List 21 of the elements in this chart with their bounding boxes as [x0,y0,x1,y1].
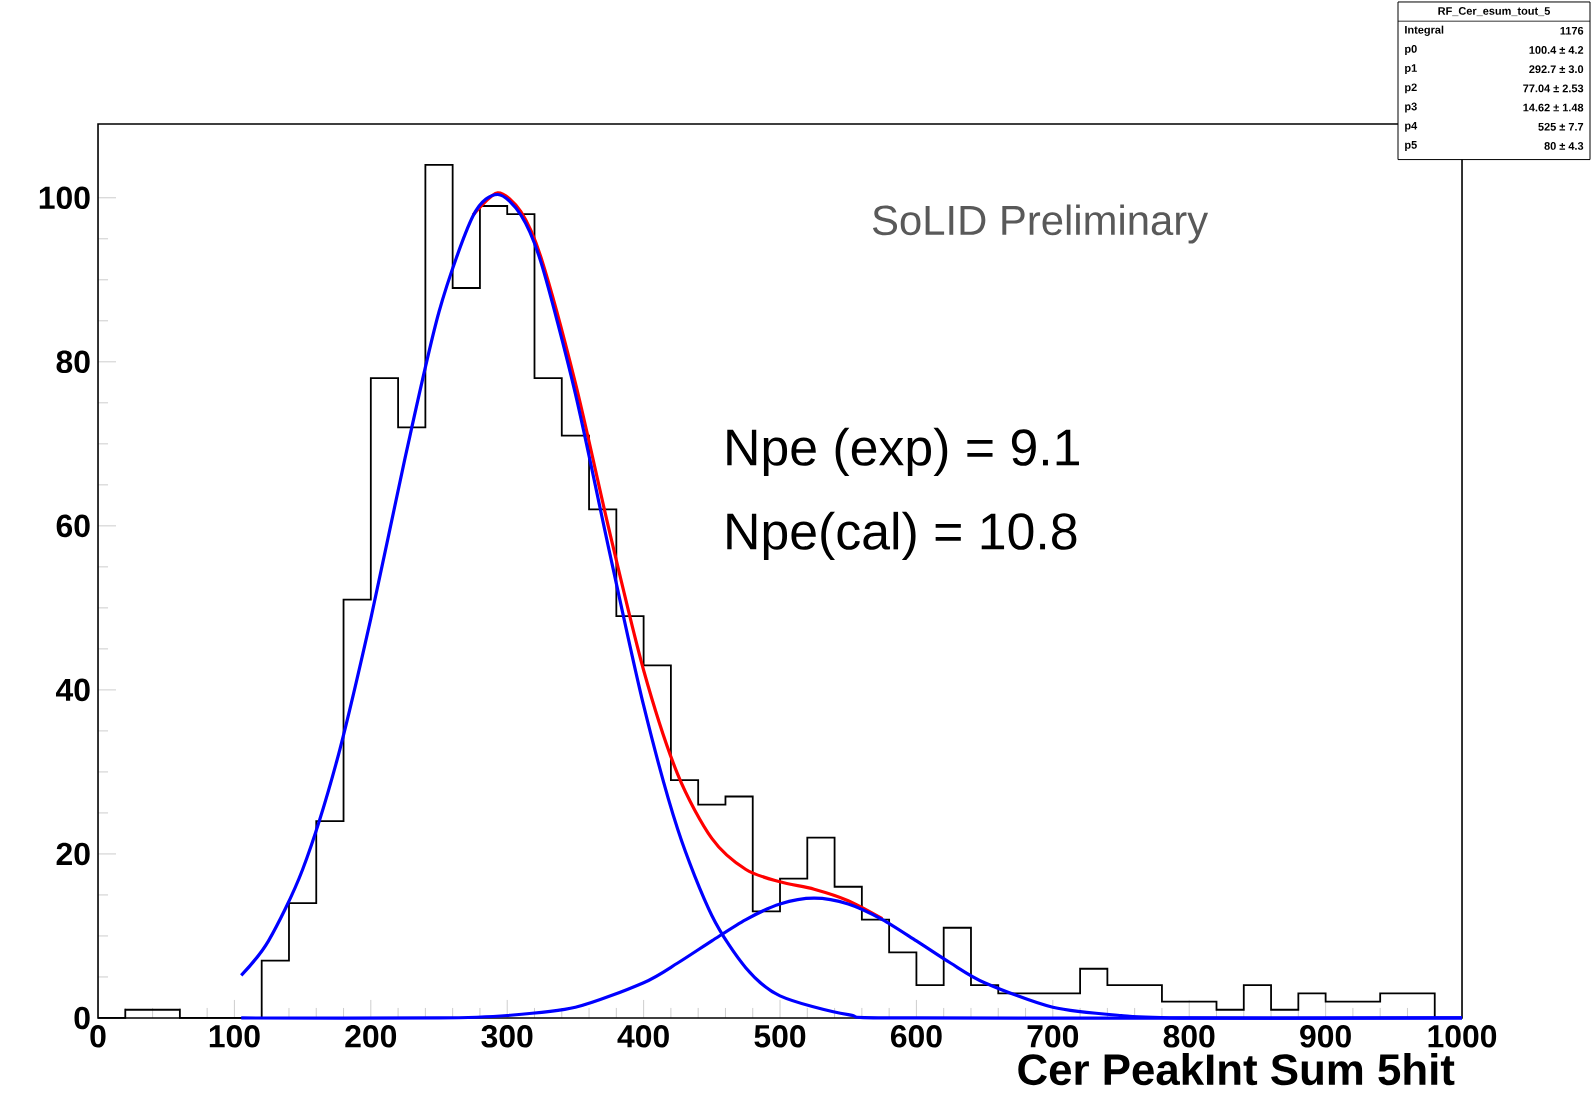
x-tick-label: 700 [1027,1025,1079,1048]
x-tick-label: 300 [481,1025,533,1048]
y-tick-label: 0 [74,1006,90,1030]
x-tick-label: 600 [890,1025,942,1048]
y-tick-label: 40 [55,678,90,702]
x-tick-label: 1000 [1428,1025,1497,1048]
x-tick-label: 800 [1163,1025,1215,1048]
annotation: Npe (exp) = 9.1 [727,427,1079,477]
y-tick-label: 80 [56,350,90,374]
y-tick-label: 100 [39,186,90,210]
annotation: Npe(cal) = 10.8 [727,511,1077,561]
x-tick-label: 400 [617,1025,669,1048]
y-tick-label: 60 [56,514,90,538]
x-tick-label: 500 [754,1025,806,1048]
x-tick-label: 100 [209,1025,260,1048]
x-tick-label: 0 [90,1025,106,1048]
annotation: SoLID Preliminary [872,204,1209,244]
x-tick-label: 200 [345,1025,397,1048]
x-tick-label: 900 [1300,1025,1351,1048]
x-axis-title: Cer PeakInt Sum 5hit [1018,1052,1455,1086]
y-tick-label: 20 [56,842,90,866]
